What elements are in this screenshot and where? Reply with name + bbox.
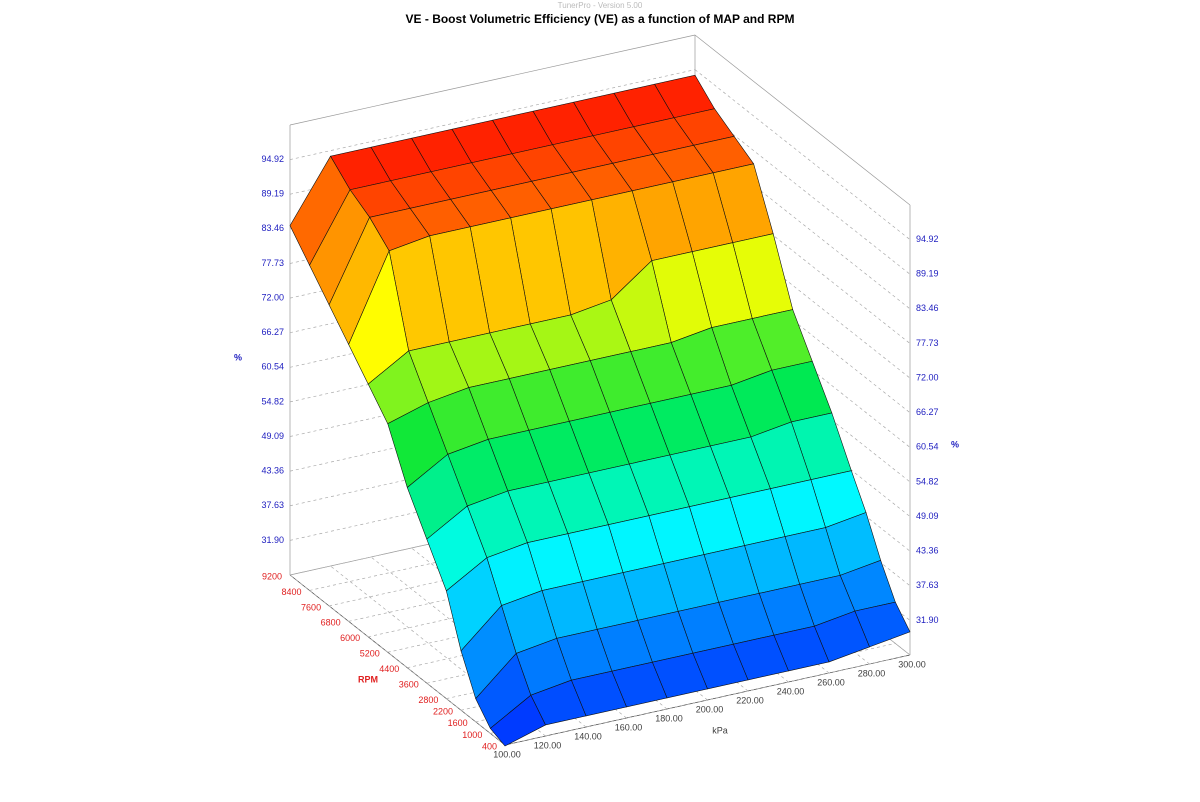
y-tick-label: 7600: [301, 602, 321, 612]
y-tick-label: 3600: [399, 680, 419, 690]
z-tick-label: 94.92: [916, 234, 939, 244]
z-tick-label: 66.27: [916, 407, 939, 417]
z-tick-label: 43.36: [916, 546, 939, 556]
surface-cell: [489, 694, 546, 747]
x-axis-title: kPa: [712, 725, 728, 735]
z-tick-label: 83.46: [916, 303, 939, 313]
z-tick-label: 37.63: [916, 580, 939, 590]
y-tick-label: 5200: [360, 649, 380, 659]
y-tick-label: 9200: [262, 571, 282, 581]
grid-line: [694, 173, 911, 344]
z-tick-label: 49.09: [916, 511, 939, 521]
y-tick-label: 6800: [321, 618, 341, 628]
grid-line: [370, 556, 587, 728]
y-tick-label: 1000: [462, 730, 482, 740]
z-tick-label: 31.90: [261, 535, 284, 545]
grid-line: [694, 69, 911, 240]
grid-line: [694, 311, 911, 483]
z-tick-label: 83.46: [261, 223, 284, 233]
x-tick-label: 200.00: [696, 704, 724, 714]
x-tick-label: 100.00: [493, 749, 521, 759]
x-tick-label: 180.00: [655, 713, 683, 723]
z-axis-title: %: [234, 352, 242, 362]
z-tick-label: 77.73: [916, 338, 939, 348]
z-tick-label: 49.09: [261, 431, 284, 441]
grid-line: [694, 242, 911, 413]
z-tick-label: 54.82: [916, 476, 939, 486]
z-tick-label: 54.82: [261, 396, 284, 406]
grid-line: [289, 574, 506, 746]
x-tick-label: 280.00: [858, 668, 886, 678]
x-tick-label: 260.00: [817, 677, 845, 687]
y-tick-label: 6000: [340, 633, 360, 643]
y-tick-label: 2800: [418, 695, 438, 705]
z-tick-label: 72.00: [916, 372, 939, 382]
z-tick-label: 37.63: [261, 500, 284, 510]
x-tick-label: 140.00: [574, 731, 602, 741]
chart-title: VE - Boost Volumetric Efficiency (VE) as…: [406, 12, 795, 26]
z-tick-label: 60.54: [261, 362, 284, 372]
z-tick-label: 94.92: [261, 154, 284, 164]
x-tick-label: 160.00: [615, 722, 643, 732]
x-tick-label: 220.00: [736, 695, 764, 705]
grid-line: [694, 346, 911, 517]
x-tick-label: 120.00: [534, 740, 562, 750]
grid-line: [694, 277, 911, 448]
grid-line: [694, 103, 911, 275]
z-tick-label: 66.27: [261, 327, 284, 337]
z-tick-label: 43.36: [261, 466, 284, 476]
grid-line: [694, 380, 911, 552]
z-tick-label: 89.19: [916, 269, 939, 279]
x-tick-label: 240.00: [777, 686, 805, 696]
grid-line: [694, 207, 911, 379]
y-tick-label: 400: [482, 741, 497, 751]
grid-line: [694, 138, 911, 310]
z-tick-label: 72.00: [261, 292, 284, 302]
axis-box: [289, 34, 696, 126]
y-tick-label: 4400: [379, 664, 399, 674]
app-version: TunerPro - Version 5.00: [558, 1, 643, 10]
z-tick-label: 31.90: [916, 615, 939, 625]
y-tick-label: 8400: [282, 587, 302, 597]
z-tick-label: 60.54: [916, 442, 939, 452]
grid-line: [330, 565, 546, 737]
axis-box: [694, 34, 911, 206]
z-tick-label: 89.19: [261, 189, 284, 199]
z-axis-title: %: [951, 439, 959, 449]
y-tick-label: 1600: [448, 718, 468, 728]
y-tick-label: 2200: [433, 707, 453, 717]
x-tick-label: 300.00: [898, 659, 926, 669]
y-axis-title: RPM: [358, 674, 378, 684]
z-tick-label: 77.73: [261, 258, 284, 268]
